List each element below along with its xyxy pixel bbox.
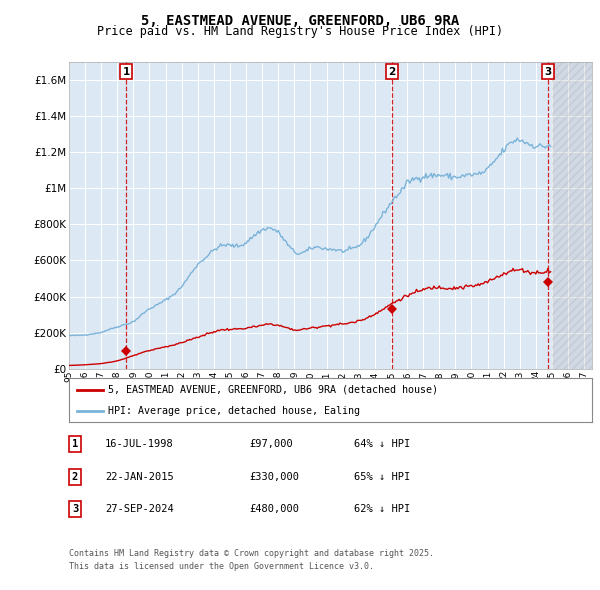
Text: £330,000: £330,000 — [249, 472, 299, 481]
Text: 2: 2 — [72, 472, 78, 481]
Text: 3: 3 — [544, 67, 551, 77]
Text: 5, EASTMEAD AVENUE, GREENFORD, UB6 9RA (detached house): 5, EASTMEAD AVENUE, GREENFORD, UB6 9RA (… — [108, 385, 438, 395]
Text: 2: 2 — [388, 67, 395, 77]
Text: 5, EASTMEAD AVENUE, GREENFORD, UB6 9RA: 5, EASTMEAD AVENUE, GREENFORD, UB6 9RA — [141, 14, 459, 28]
Text: £480,000: £480,000 — [249, 504, 299, 514]
Text: 62% ↓ HPI: 62% ↓ HPI — [354, 504, 410, 514]
Text: 16-JUL-1998: 16-JUL-1998 — [105, 440, 174, 449]
Text: HPI: Average price, detached house, Ealing: HPI: Average price, detached house, Eali… — [108, 406, 360, 416]
Text: 1: 1 — [72, 440, 78, 449]
Text: 1: 1 — [122, 67, 130, 77]
Text: 22-JAN-2015: 22-JAN-2015 — [105, 472, 174, 481]
Text: Contains HM Land Registry data © Crown copyright and database right 2025.: Contains HM Land Registry data © Crown c… — [69, 549, 434, 558]
Text: 65% ↓ HPI: 65% ↓ HPI — [354, 472, 410, 481]
Text: 3: 3 — [72, 504, 78, 514]
Text: 64% ↓ HPI: 64% ↓ HPI — [354, 440, 410, 449]
Text: This data is licensed under the Open Government Licence v3.0.: This data is licensed under the Open Gov… — [69, 562, 374, 571]
Text: 27-SEP-2024: 27-SEP-2024 — [105, 504, 174, 514]
Text: £97,000: £97,000 — [249, 440, 293, 449]
Text: Price paid vs. HM Land Registry's House Price Index (HPI): Price paid vs. HM Land Registry's House … — [97, 25, 503, 38]
